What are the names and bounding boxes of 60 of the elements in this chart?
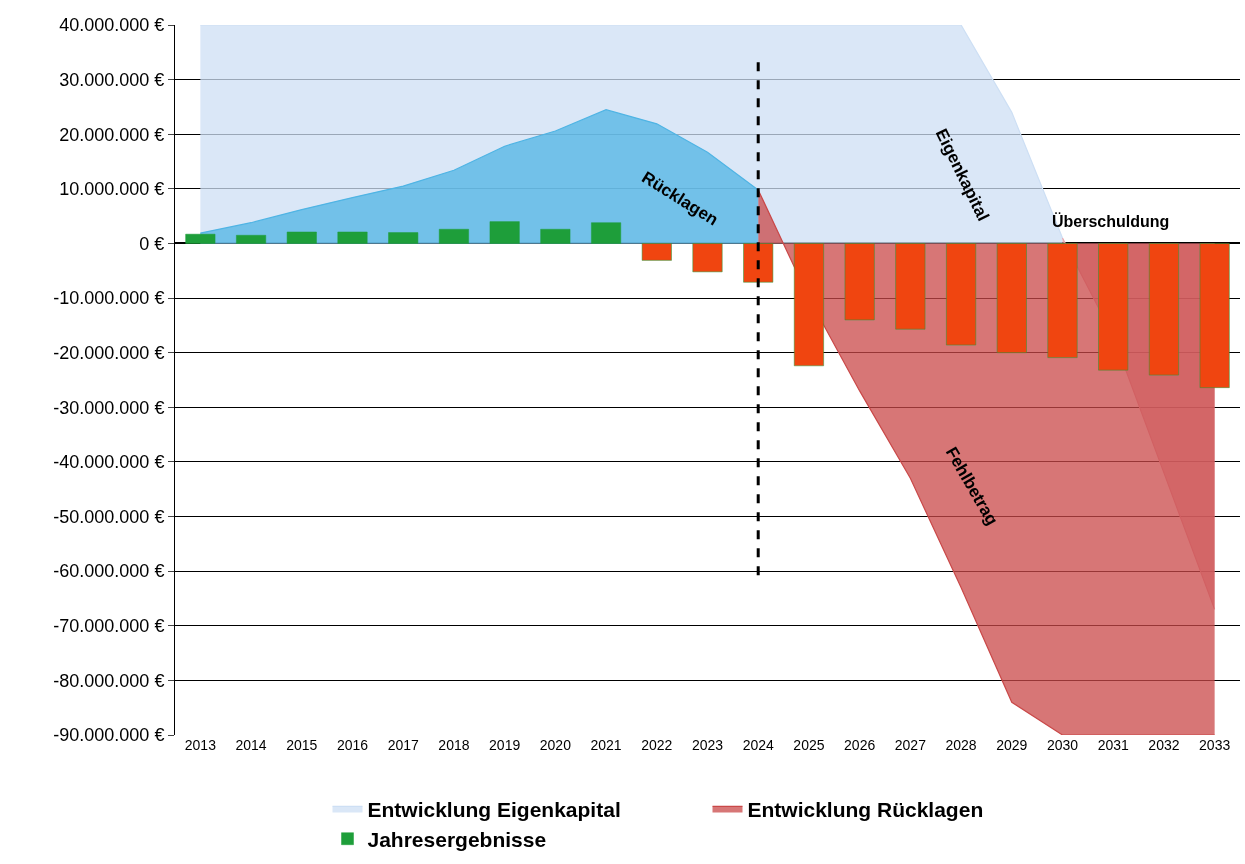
bar	[1047, 243, 1078, 358]
y-tick-label: 20.000.000 €	[59, 124, 165, 145]
bar	[591, 222, 622, 244]
x-tick-label: 2024	[742, 737, 774, 753]
x-tick-label: 2020	[539, 737, 572, 753]
x-tick-label: 2014	[235, 737, 267, 753]
y-tick-label: -50.000.000 €	[53, 506, 165, 527]
bar	[692, 243, 723, 273]
legend-label: Entwicklung Rücklagen	[747, 797, 984, 821]
x-tick-label: 2027	[894, 737, 927, 753]
y-tick-label: -20.000.000 €	[53, 342, 165, 363]
bar	[236, 235, 267, 244]
x-tick-label: 2029	[996, 737, 1028, 753]
bar	[895, 243, 926, 330]
y-tick-label: -10.000.000 €	[53, 288, 165, 309]
bar	[489, 221, 520, 244]
x-tick-label: 2021	[590, 737, 622, 753]
bar	[286, 231, 317, 244]
y-tick-label: -90.000.000 €	[53, 725, 165, 746]
x-tick-label: 2026	[844, 737, 876, 753]
x-tick-label: 2032	[1148, 737, 1180, 753]
x-tick-label: 2031	[1097, 737, 1129, 753]
x-tick-label: 2019	[489, 737, 521, 753]
x-tick-label: 2023	[691, 737, 724, 753]
x-tick-label: 2033	[1199, 737, 1231, 753]
x-tick-label: 2015	[286, 737, 318, 753]
x-tick-label: 2017	[387, 737, 419, 753]
bar	[641, 243, 672, 261]
bar	[996, 243, 1027, 353]
bar	[1098, 243, 1129, 371]
bar	[540, 229, 571, 244]
bar	[185, 233, 216, 244]
annotation: Überschuldung	[1052, 212, 1170, 230]
bar	[388, 232, 419, 244]
bar	[337, 231, 368, 244]
x-tick-label: 2028	[945, 737, 977, 753]
x-tick-label: 2013	[184, 737, 217, 753]
y-tick-label: 40.000.000 €	[59, 15, 165, 36]
bar	[438, 229, 469, 244]
y-tick-label: -60.000.000 €	[53, 561, 165, 582]
x-tick-label: 2025	[793, 737, 825, 753]
x-tick-label: 2022	[641, 737, 673, 753]
y-tick-label: -70.000.000 €	[53, 616, 165, 637]
bar	[743, 243, 774, 283]
x-tick-label: 2016	[336, 737, 369, 753]
y-tick-label: -40.000.000 €	[53, 452, 165, 473]
y-tick-label: 10.000.000 €	[59, 179, 165, 200]
legend-label: Entwicklung Eigenkapital	[367, 797, 621, 821]
bar	[1199, 243, 1230, 388]
legend-label: Jahresergebnisse	[367, 827, 547, 851]
x-tick-label: 2030	[1046, 737, 1079, 753]
bar	[844, 243, 875, 321]
y-tick-label: 0 €	[139, 233, 165, 254]
y-tick-label: -80.000.000 €	[53, 670, 165, 691]
bar	[1148, 243, 1179, 376]
y-tick-label: 30.000.000 €	[59, 69, 165, 90]
bar	[793, 243, 824, 367]
bar	[946, 243, 977, 346]
y-tick-label: -30.000.000 €	[53, 397, 165, 418]
x-tick-label: 2018	[438, 737, 470, 753]
